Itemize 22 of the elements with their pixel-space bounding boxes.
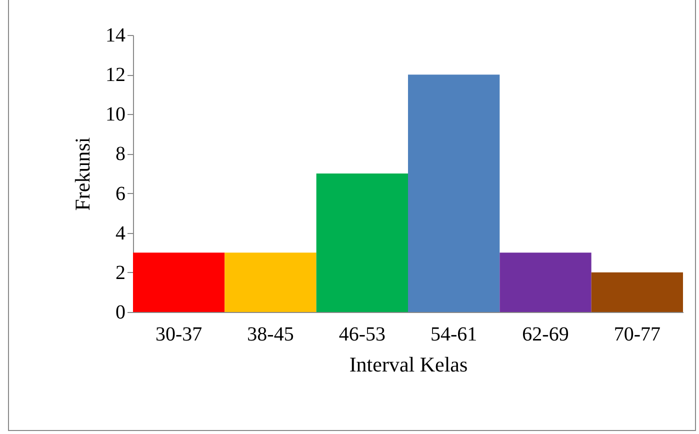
x-tick-label: 62-69 [522,324,569,346]
y-tick-label: 10 [106,104,126,126]
y-tick-label: 4 [116,222,126,244]
y-tick-label: 2 [116,262,126,284]
y-tick-label: 8 [116,143,126,166]
y-tick-label: 14 [106,24,126,46]
x-tick-label: 30-37 [155,324,202,346]
bar [316,174,408,312]
y-tick-label: 12 [106,64,126,86]
x-tick-label: 46-53 [338,324,386,346]
x-axis-title: Interval Kelas [349,352,468,376]
bar [408,74,500,312]
y-tick-label: 0 [116,302,126,324]
bar [133,252,225,312]
x-tick-label: 54-61 [430,324,478,346]
y-axis-title: Frekunsi [70,137,94,211]
y-tick-label: 6 [116,182,126,205]
bar [591,272,683,312]
x-tick-label: 38-45 [247,324,294,346]
x-tick-label: 70-77 [614,324,661,346]
bar [224,252,316,312]
bar [500,252,592,312]
